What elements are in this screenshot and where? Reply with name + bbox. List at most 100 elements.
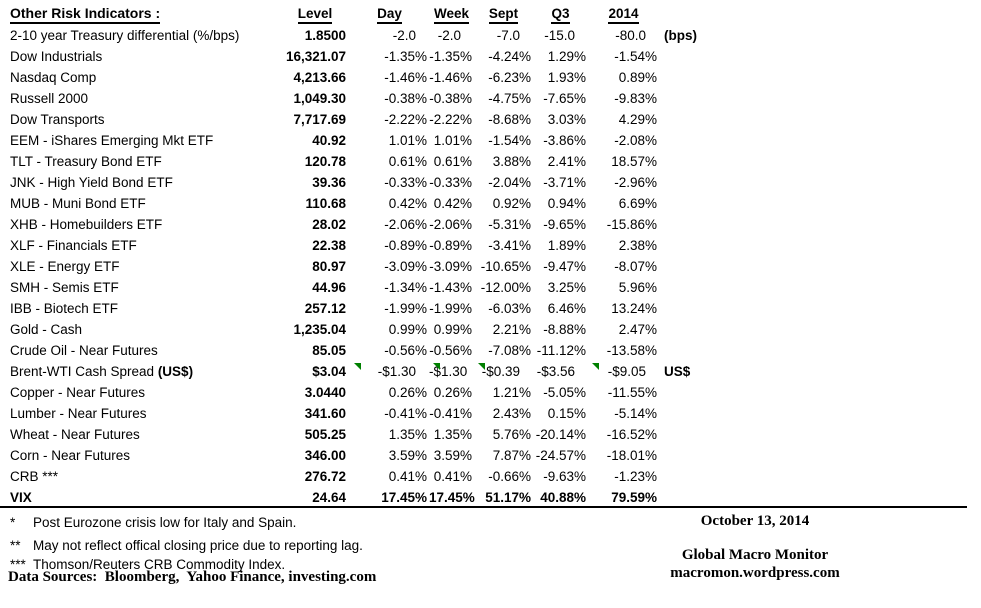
sept-value: -12.00% — [480, 280, 531, 295]
week-cell: -0.33% — [429, 172, 474, 193]
q3-cell: 3.25% — [533, 277, 588, 298]
level-value: 346.00 — [304, 448, 346, 463]
week-value: -2.22% — [429, 112, 472, 127]
sept-cell: 0.92% — [474, 193, 533, 214]
table-title: Other Risk Indicators : — [10, 5, 161, 24]
sept-value: 2.21% — [492, 322, 531, 337]
row-label: MUB - Muni Bond ETF — [10, 196, 146, 211]
table-row: JNK - High Yield Bond ETF 39.36 -0.33% -0.3… — [0, 172, 981, 193]
week-value: -$1.30 — [429, 364, 468, 379]
sept-value: -7.0 — [496, 28, 520, 43]
q3-cell: 1.93% — [533, 67, 588, 88]
level-cell: 24.64 — [280, 487, 350, 508]
y2014-value: -9.83% — [614, 91, 657, 106]
y2014-cell: -13.58% — [588, 340, 659, 361]
level-cell: 80.97 — [280, 256, 350, 277]
sept-cell: 2.21% — [474, 319, 533, 340]
table-row: IBB - Biotech ETF 257.12 -1.99% -1.99% -6.03… — [0, 298, 981, 319]
q3-value: 0.94% — [547, 196, 586, 211]
week-cell: -1.99% — [429, 298, 474, 319]
day-value: 0.26% — [388, 385, 427, 400]
day-value: -0.56% — [384, 343, 427, 358]
y2014-cell: -15.86% — [588, 214, 659, 235]
row-label: Wheat - Near Futures — [10, 427, 140, 442]
q3-value: 1.89% — [547, 238, 586, 253]
week-cell: -0.56% — [429, 340, 474, 361]
y2014-cell: -$9.05 — [588, 361, 659, 382]
week-cell: -1.46% — [429, 67, 474, 88]
y2014-value: -11.55% — [607, 385, 657, 400]
q3-cell: -$3.56 — [533, 361, 588, 382]
column-header-2014: 2014 — [588, 4, 659, 25]
row-label: VIX — [10, 490, 32, 505]
unit-cell — [659, 256, 981, 277]
footnote: ** May not reflect offical closing price … — [10, 536, 363, 555]
level-value: 7,717.69 — [293, 112, 346, 127]
day-cell: 0.99% — [350, 319, 429, 340]
level-cell: 346.00 — [280, 445, 350, 466]
q3-value: 0.15% — [547, 406, 586, 421]
week-value: 3.59% — [433, 448, 472, 463]
level-cell: 276.72 — [280, 466, 350, 487]
level-value: 85.05 — [312, 343, 346, 358]
week-value: 0.61% — [433, 154, 472, 169]
q3-cell: -5.05% — [533, 382, 588, 403]
day-cell: 1.01% — [350, 130, 429, 151]
sept-cell: -0.66% — [474, 466, 533, 487]
level-value: 1.8500 — [304, 28, 346, 43]
q3-value: -20.14% — [535, 427, 586, 442]
level-value: 1,049.30 — [293, 91, 346, 106]
table-row: EEM - iShares Emerging Mkt ETF 40.92 1.01%… — [0, 130, 981, 151]
y2014-cell: -1.23% — [588, 466, 659, 487]
unit-cell — [659, 424, 981, 445]
level-value: $3.04 — [312, 364, 346, 379]
row-label: JNK - High Yield Bond ETF — [10, 175, 173, 190]
y2014-cell: -5.14% — [588, 403, 659, 424]
y2014-value: -$9.05 — [607, 364, 646, 379]
y2014-value: -18.01% — [606, 448, 657, 463]
column-header-level: Level — [280, 4, 350, 25]
q3-cell: -3.71% — [533, 172, 588, 193]
sept-cell: -6.03% — [474, 298, 533, 319]
day-cell: -0.89% — [350, 235, 429, 256]
y2014-value: 18.57% — [611, 154, 657, 169]
q3-value: 3.03% — [547, 112, 586, 127]
sept-cell: -12.00% — [474, 277, 533, 298]
unit-cell — [659, 67, 981, 88]
level-value: 341.60 — [304, 406, 346, 421]
sept-value: -4.24% — [488, 49, 531, 64]
green-corner-flag-icon — [354, 363, 361, 370]
y2014-value: 4.29% — [618, 112, 657, 127]
level-cell: 3.0440 — [280, 382, 350, 403]
row-label: XLE - Energy ETF — [10, 259, 120, 274]
sept-cell: 2.43% — [474, 403, 533, 424]
day-value: -1.46% — [384, 70, 427, 85]
table-row: XHB - Homebuilders ETF 28.02 -2.06% -2.06% -… — [0, 214, 981, 235]
sept-cell: -2.04% — [474, 172, 533, 193]
sept-cell: -3.41% — [474, 235, 533, 256]
q3-value: -15.0 — [544, 28, 575, 43]
unit-cell — [659, 151, 981, 172]
level-value: 120.78 — [304, 154, 346, 169]
q3-cell: -20.14% — [533, 424, 588, 445]
row-label: Corn - Near Futures — [10, 448, 131, 463]
day-value: -2.06% — [384, 217, 427, 232]
level-value: 28.02 — [312, 217, 346, 232]
week-cell: 0.26% — [429, 382, 474, 403]
sept-cell: -7.08% — [474, 340, 533, 361]
day-value: 1.35% — [388, 427, 427, 442]
table-row: Russell 2000 1,049.30 -0.38% -0.38% -4.75% -7… — [0, 88, 981, 109]
unit-cell — [659, 382, 981, 403]
row-label: Crude Oil - Near Futures — [10, 343, 158, 358]
q3-cell: -3.86% — [533, 130, 588, 151]
sept-value: 5.76% — [492, 427, 531, 442]
q3-cell: 2.41% — [533, 151, 588, 172]
level-value: 16,321.07 — [285, 49, 346, 64]
sept-value: -6.03% — [488, 301, 531, 316]
level-value: 44.96 — [312, 280, 346, 295]
table-row: XLF - Financials ETF 22.38 -0.89% -0.89% -3.… — [0, 235, 981, 256]
site-name: Global Macro Monitor — [681, 547, 829, 563]
q3-value: 2.41% — [547, 154, 586, 169]
sept-value: -2.04% — [488, 175, 531, 190]
sept-value: -4.75% — [488, 91, 531, 106]
